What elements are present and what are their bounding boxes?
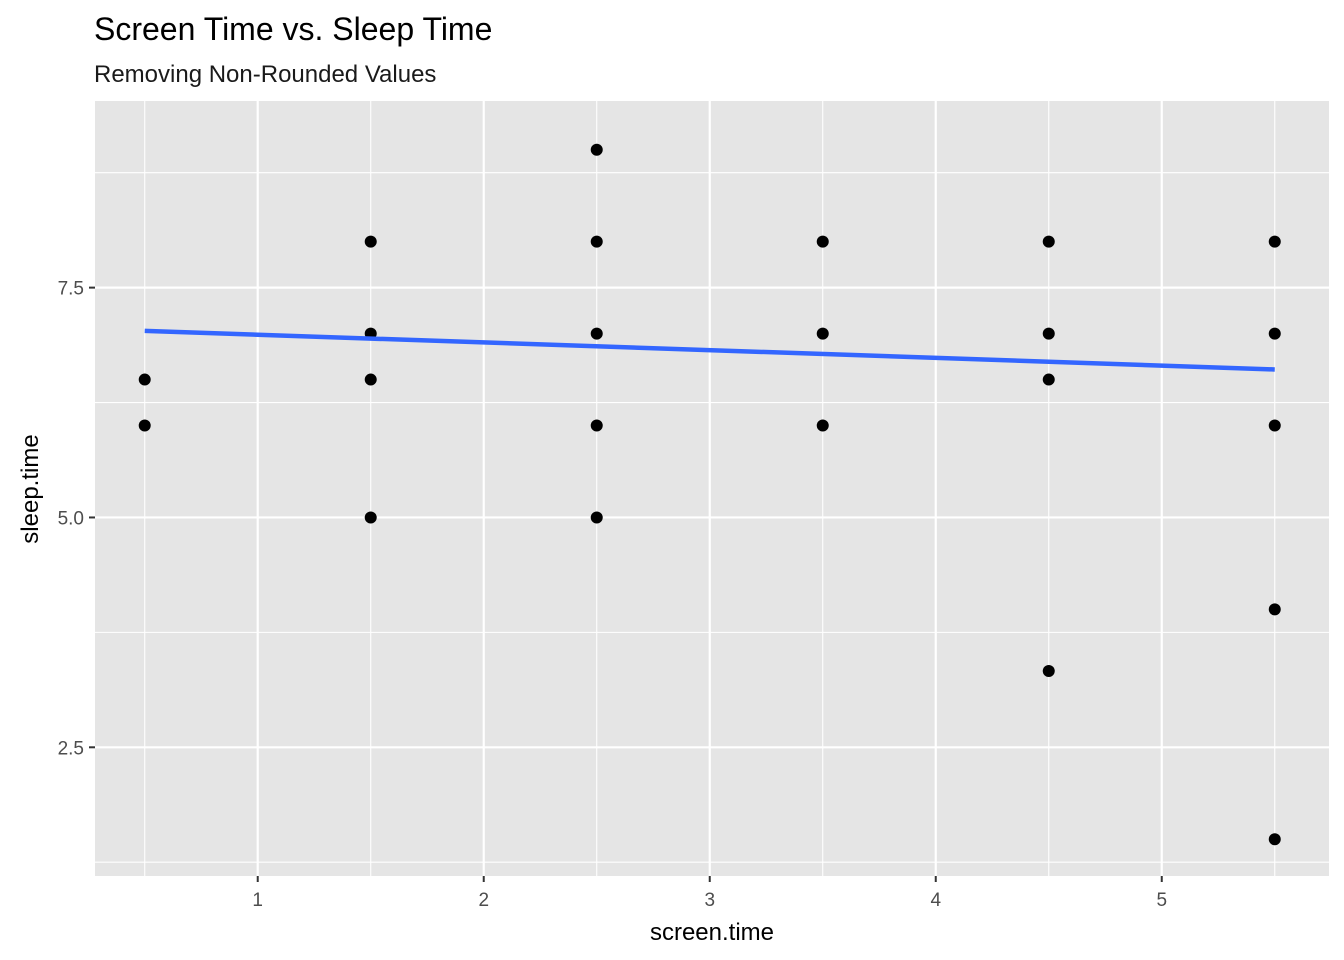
data-point	[365, 511, 377, 523]
data-point	[1269, 328, 1281, 340]
data-point	[365, 236, 377, 248]
data-point	[817, 328, 829, 340]
y-axis-title: sleep.time	[17, 434, 44, 543]
data-point	[1269, 236, 1281, 248]
data-point	[1269, 420, 1281, 432]
panel-background	[95, 101, 1329, 876]
data-point	[1043, 236, 1055, 248]
data-point	[365, 374, 377, 386]
plot-panel: 1 2 3 4 5 2.5 5.0 7.5	[58, 101, 1329, 911]
data-point	[591, 420, 603, 432]
y-tick-label: 5.0	[58, 508, 84, 529]
data-point	[591, 328, 603, 340]
x-tick-label: 5	[1156, 890, 1167, 911]
y-tick-label: 2.5	[58, 738, 84, 759]
chart-title: Screen Time vs. Sleep Time	[94, 11, 492, 47]
data-point	[139, 374, 151, 386]
data-point	[1043, 328, 1055, 340]
data-point	[1043, 665, 1055, 677]
x-axis-title: screen.time	[650, 919, 774, 946]
x-tick-label: 2	[478, 890, 489, 911]
data-point	[1043, 374, 1055, 386]
x-tick-label: 4	[930, 890, 941, 911]
data-point	[817, 236, 829, 248]
x-tick-label: 1	[252, 890, 263, 911]
data-point	[1269, 833, 1281, 845]
data-point	[817, 420, 829, 432]
chart-subtitle: Removing Non-Rounded Values	[94, 61, 436, 88]
data-point	[591, 236, 603, 248]
data-point	[139, 420, 151, 432]
y-tick-label: 7.5	[58, 279, 84, 300]
data-point	[591, 144, 603, 156]
data-point	[591, 511, 603, 523]
data-point	[1269, 603, 1281, 615]
x-tick-label: 3	[704, 890, 715, 911]
